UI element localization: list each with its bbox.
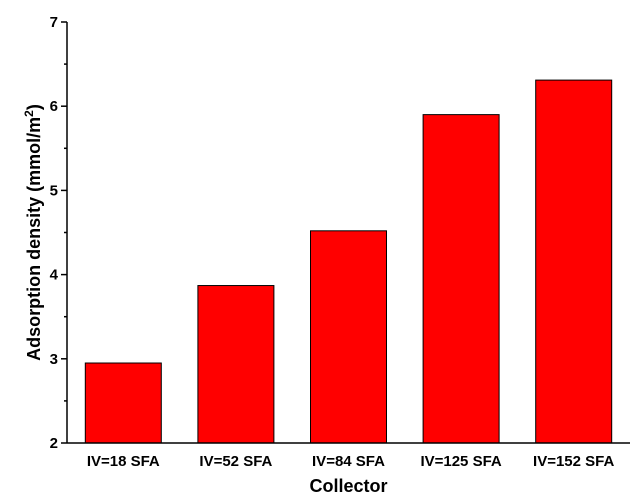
y-axis-title: Adsorption density (mmol/m2) <box>22 104 44 361</box>
bar <box>422 114 500 444</box>
x-tick-label: IV=18 SFA <box>87 453 160 470</box>
x-axis-ticks: IV=18 SFA IV=52 SFA IV=84 SFA IV=125 SFA IV=… <box>87 453 615 470</box>
y-axis-ticks: 2 3 4 5 6 7 <box>50 14 67 452</box>
x-tick-label: IV=125 SFA <box>420 453 501 470</box>
y-axis-title-main: Adsorption density (mmol/m <box>24 117 44 361</box>
y-tick-label: 7 <box>50 14 58 31</box>
y-tick-label: 5 <box>50 182 58 199</box>
x-tick-label: IV=52 SFA <box>199 453 272 470</box>
y-axis-title-close: ) <box>24 104 44 110</box>
x-axis-title: Collector <box>309 476 387 496</box>
x-tick-label: IV=152 SFA <box>533 453 614 470</box>
y-tick-label: 2 <box>50 435 58 452</box>
y-axis-title-superscript: 2 <box>22 110 36 117</box>
bar <box>535 79 613 444</box>
y-tick-label: 4 <box>50 267 59 284</box>
y-tick-label: 3 <box>50 351 58 368</box>
bar <box>84 362 162 444</box>
y-tick-label: 6 <box>50 98 58 115</box>
bar <box>197 285 275 444</box>
bar <box>310 230 387 444</box>
x-tick-label: IV=84 SFA <box>312 453 385 470</box>
bars-group <box>84 79 613 444</box>
